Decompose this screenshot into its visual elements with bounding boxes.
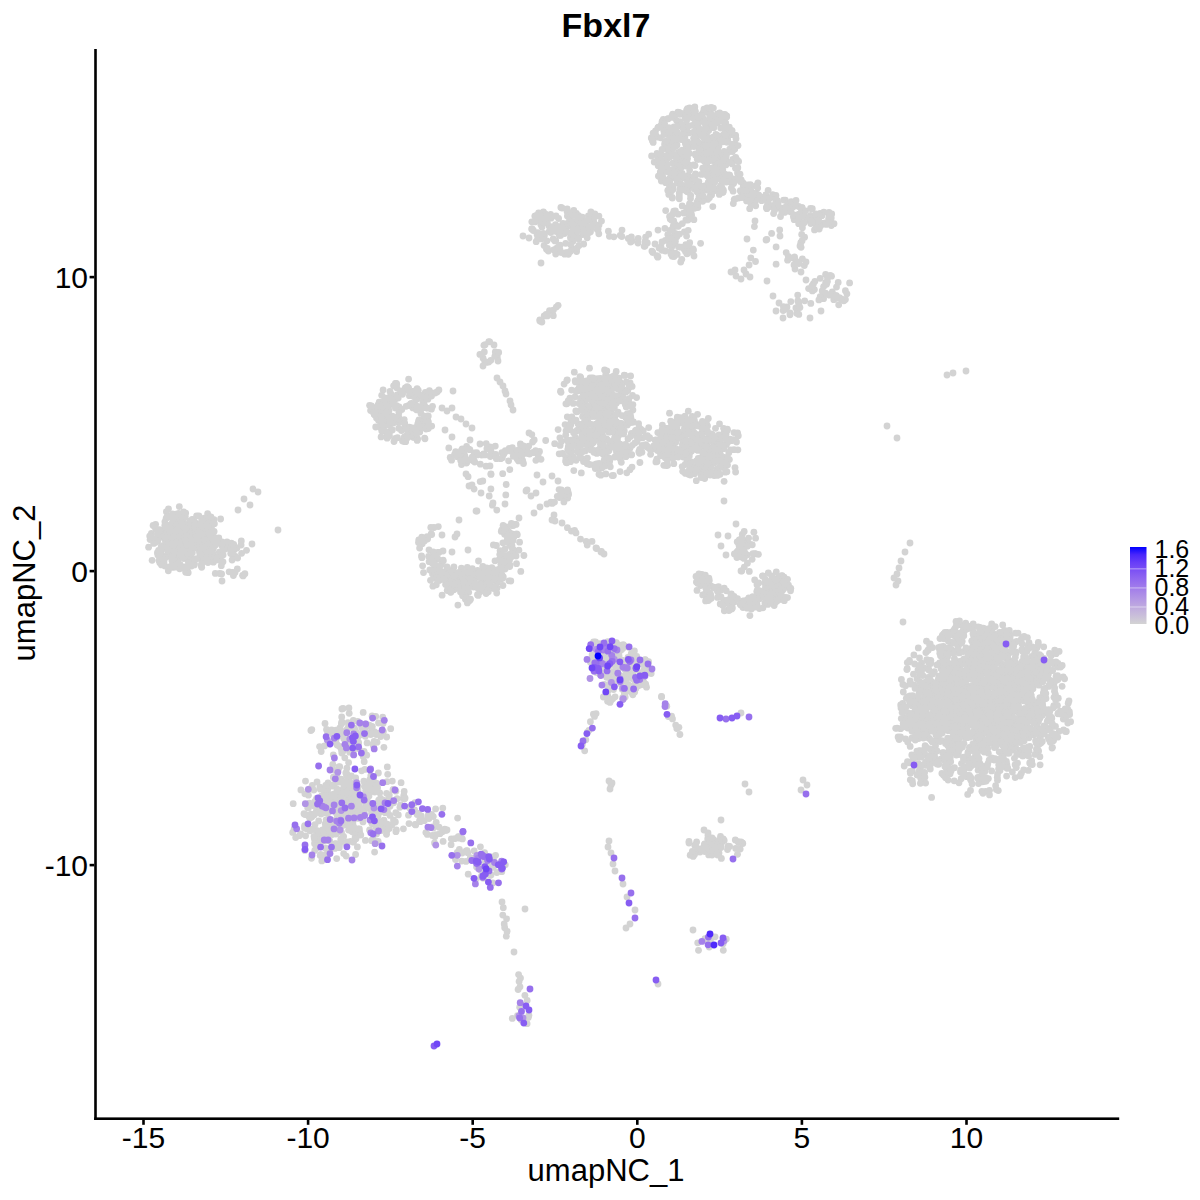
svg-text:0: 0 bbox=[629, 1121, 646, 1154]
svg-text:Fbxl7: Fbxl7 bbox=[562, 6, 651, 44]
svg-text:0: 0 bbox=[71, 555, 88, 588]
svg-text:-15: -15 bbox=[122, 1121, 165, 1154]
svg-text:-10: -10 bbox=[45, 849, 88, 882]
svg-text:0.0: 0.0 bbox=[1155, 611, 1190, 639]
svg-text:10: 10 bbox=[55, 261, 88, 294]
svg-text:-10: -10 bbox=[286, 1121, 329, 1154]
svg-text:umapNC_1: umapNC_1 bbox=[528, 1153, 685, 1188]
svg-text:5: 5 bbox=[794, 1121, 811, 1154]
svg-text:10: 10 bbox=[950, 1121, 983, 1154]
svg-text:umapNC_2: umapNC_2 bbox=[7, 505, 42, 662]
svg-text:-5: -5 bbox=[459, 1121, 486, 1154]
